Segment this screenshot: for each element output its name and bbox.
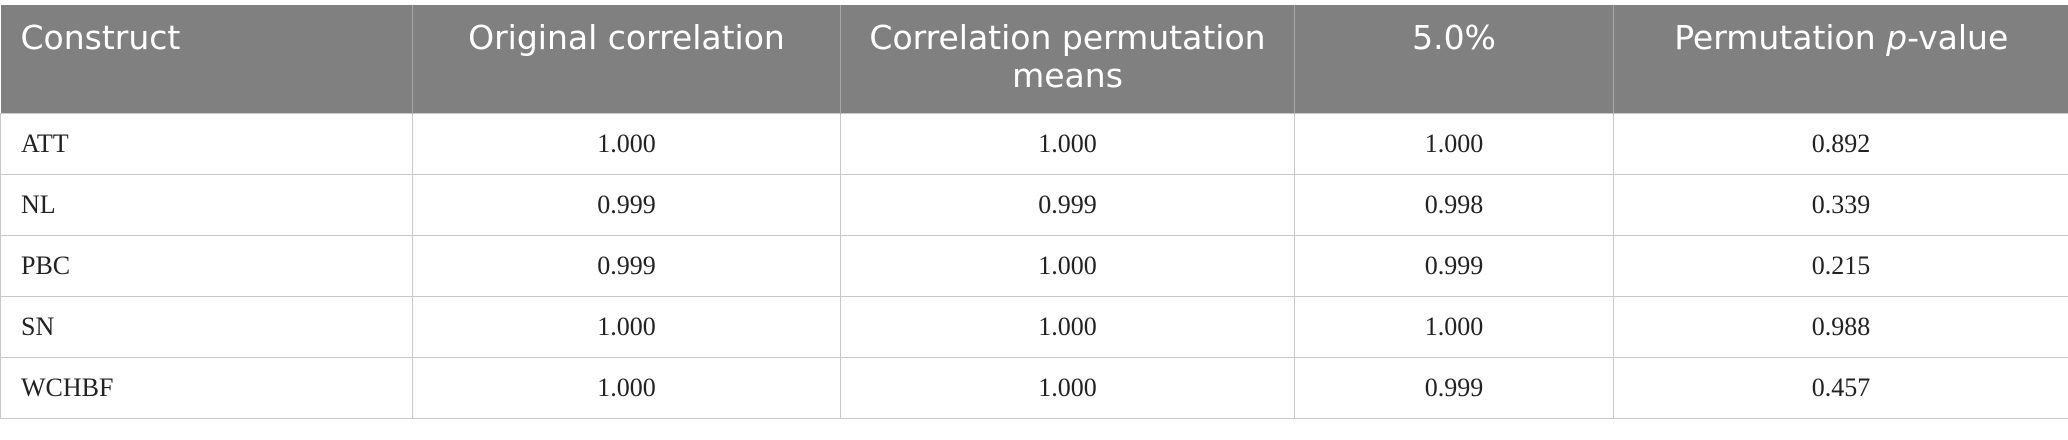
value-cell: 0.999 xyxy=(412,234,841,297)
value-cell: 0.457 xyxy=(1613,356,2068,419)
table-row: SN 1.000 1.000 1.000 0.988 xyxy=(0,295,2068,358)
value-cell: 0.999 xyxy=(1294,234,1614,297)
value-cell: 0.999 xyxy=(412,173,841,236)
header-text: Permutation xyxy=(1674,18,1887,57)
value-cell: 1.000 xyxy=(412,356,841,419)
header-text: -value xyxy=(1907,18,2009,57)
header-cell: Original correlation xyxy=(412,5,841,113)
results-table: Construct Original correlation Correlation… xyxy=(0,5,2068,419)
value-cell: 0.988 xyxy=(1613,295,2068,358)
table-row: NL 0.999 0.999 0.998 0.339 xyxy=(0,173,2068,236)
value-cell: 1.000 xyxy=(840,295,1295,358)
table-body: ATT 1.000 1.000 1.000 0.892 NL 0.999 0.999 0.998… xyxy=(0,112,2068,419)
value-cell: 0.892 xyxy=(1613,112,2068,175)
value-cell: 1.000 xyxy=(1294,112,1614,175)
value-cell: 1.000 xyxy=(840,234,1295,297)
table-row: ATT 1.000 1.000 1.000 0.892 xyxy=(0,112,2068,175)
value-cell: 1.000 xyxy=(1294,295,1614,358)
construct-cell: WCHBF xyxy=(0,356,413,419)
header-text: p xyxy=(1886,18,1908,57)
construct-cell: SN xyxy=(0,295,413,358)
table-container: Construct Original correlation Correlation… xyxy=(0,5,2068,419)
header-cell: Construct xyxy=(0,5,413,113)
value-cell: 0.215 xyxy=(1613,234,2068,297)
value-cell: 0.339 xyxy=(1613,173,2068,236)
construct-cell: PBC xyxy=(0,234,413,297)
value-cell: 1.000 xyxy=(840,112,1295,175)
value-cell: 0.998 xyxy=(1294,173,1614,236)
table-row: WCHBF 1.000 1.000 0.999 0.457 xyxy=(0,356,2068,419)
value-cell: 1.000 xyxy=(412,295,841,358)
header-cell: Permutation p-value xyxy=(1613,5,2068,113)
header-row: Construct Original correlation Correlation… xyxy=(0,5,2068,113)
table-row: PBC 0.999 1.000 0.999 0.215 xyxy=(0,234,2068,297)
construct-cell: NL xyxy=(0,173,413,236)
value-cell: 1.000 xyxy=(840,356,1295,419)
value-cell: 0.999 xyxy=(840,173,1295,236)
value-cell: 1.000 xyxy=(412,112,841,175)
value-cell: 0.999 xyxy=(1294,356,1614,419)
construct-cell: ATT xyxy=(0,112,413,175)
header-cell: Correlation permutation means xyxy=(840,5,1295,113)
header-cell: 5.0% xyxy=(1294,5,1614,113)
